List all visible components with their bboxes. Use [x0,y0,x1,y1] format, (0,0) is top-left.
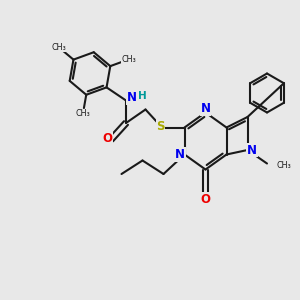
Text: CH₃: CH₃ [51,43,66,52]
Text: O: O [102,131,112,145]
Text: O: O [200,193,211,206]
Text: CH₃: CH₃ [76,110,90,118]
Text: N: N [175,148,185,161]
Text: N: N [127,91,137,104]
Text: N: N [200,102,211,116]
Text: CH₃: CH₃ [121,55,136,64]
Text: N: N [247,143,257,157]
Text: CH₃: CH₃ [276,160,291,169]
Text: H: H [138,91,147,101]
Text: S: S [156,119,165,133]
